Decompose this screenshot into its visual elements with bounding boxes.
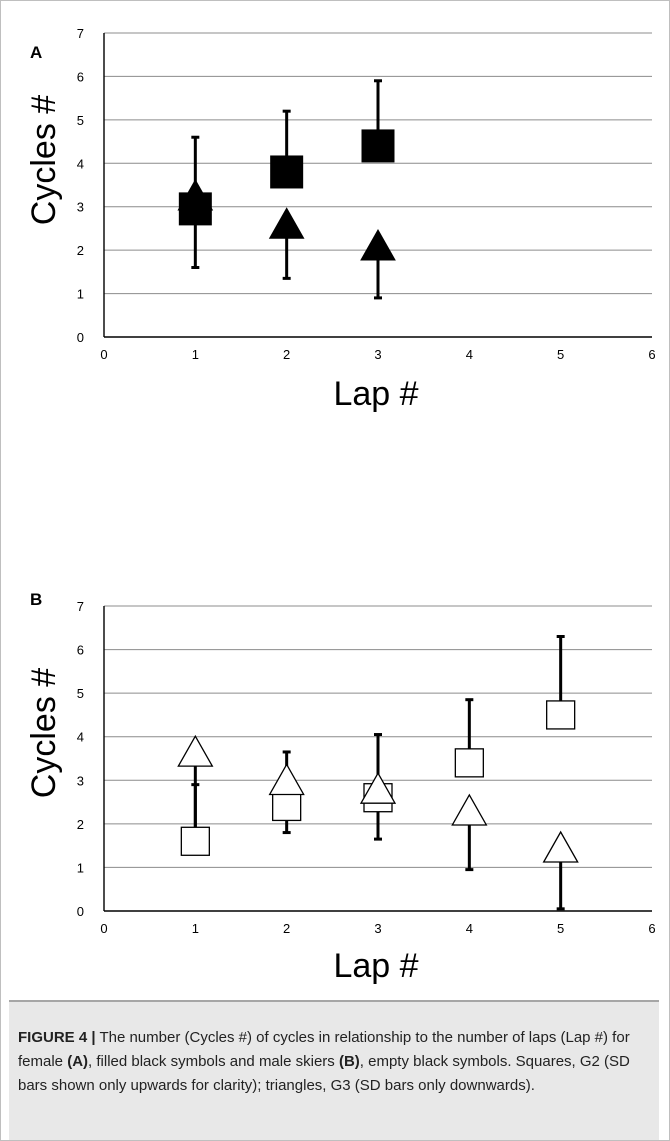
- x-tick-label: 5: [557, 347, 564, 362]
- chart-panel-a: A 0 1 2 3 4 5 6 7 0 1 2 3 4 5 6 Cycles # Lap #: [25, 26, 656, 413]
- square-marker: [546, 700, 576, 730]
- x-axis-title: Lap #: [333, 375, 418, 413]
- figure-charts: A 0 1 2 3 4 5 6 7 0 1 2 3 4 5 6 Cycles # Lap # B 0 1 2 3 4 5 6 7 0 1…: [25, 26, 656, 985]
- panel-label: A: [30, 43, 42, 62]
- caption-box: [9, 1000, 659, 1140]
- y-tick-label: 7: [77, 599, 84, 614]
- triangle-marker: [268, 763, 305, 796]
- y-tick-label: 7: [77, 26, 84, 41]
- triangle-marker: [451, 793, 488, 826]
- figure-caption: FIGURE 4 | The number (Cycles #) of cycl…: [18, 1026, 650, 1098]
- triangle-marker: [177, 179, 214, 211]
- triangle-marker: [360, 228, 396, 261]
- x-tick-label: 0: [100, 921, 107, 936]
- square-marker: [454, 748, 484, 778]
- y-tick-label: 2: [77, 817, 84, 832]
- caption-text-3: , empty black symbols. Squares, G2 (SD b…: [18, 1053, 630, 1094]
- y-tick-label: 3: [77, 200, 84, 215]
- caption-text-1: The number (Cycles #) of cycles in relat…: [18, 1029, 630, 1070]
- x-tick-label: 1: [192, 347, 199, 362]
- y-axis-title: Cycles #: [25, 668, 63, 798]
- x-tick-label: 6: [648, 347, 655, 362]
- y-tick-label: 5: [77, 113, 84, 128]
- caption-panel-a-ref: (A): [67, 1053, 89, 1070]
- caption-label: FIGURE 4 |: [18, 1029, 96, 1046]
- x-tick-label: 1: [192, 921, 199, 936]
- y-tick-label: 4: [77, 156, 84, 171]
- x-tick-label: 0: [100, 347, 107, 362]
- triangle-marker: [268, 207, 305, 239]
- square-marker: [270, 155, 304, 189]
- y-tick-label: 0: [77, 330, 84, 345]
- y-tick-label: 3: [77, 773, 84, 788]
- x-tick-label: 3: [374, 347, 381, 362]
- x-tick-label: 6: [648, 921, 655, 936]
- y-tick-label: 5: [77, 686, 84, 701]
- x-tick-label: 4: [466, 347, 473, 362]
- x-tick-label: 2: [283, 921, 290, 936]
- caption-text-2: , filled black symbols and male skiers: [88, 1053, 339, 1070]
- x-axis-title: Lap #: [333, 947, 418, 985]
- square-marker: [272, 791, 302, 822]
- triangle-marker: [542, 830, 579, 863]
- chart-panel-b: B 0 1 2 3 4 5 6 7 0 1 2 3 4 5 6 Cycles # Lap #: [25, 590, 656, 985]
- triangle-marker: [359, 771, 397, 804]
- x-tick-label: 3: [374, 921, 381, 936]
- y-tick-label: 6: [77, 643, 84, 658]
- x-tick-label: 4: [466, 921, 473, 936]
- y-tick-label: 0: [77, 904, 84, 919]
- x-tick-label: 2: [283, 347, 290, 362]
- x-tick-label: 5: [557, 921, 564, 936]
- y-tick-label: 2: [77, 243, 84, 258]
- caption-panel-b-ref: (B): [338, 1053, 360, 1070]
- y-axis-title: Cycles #: [25, 95, 63, 225]
- square-marker: [180, 826, 210, 856]
- y-tick-label: 1: [77, 287, 84, 302]
- y-tick-label: 1: [77, 860, 84, 875]
- y-tick-label: 4: [77, 730, 84, 745]
- panel-label: B: [30, 590, 42, 609]
- y-tick-label: 6: [77, 69, 84, 84]
- square-marker: [361, 129, 395, 163]
- triangle-marker: [177, 734, 214, 767]
